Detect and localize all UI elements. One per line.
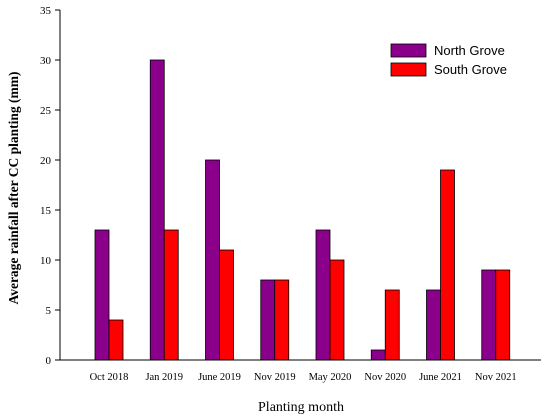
bar-north-grove [315,229,331,361]
x-tick-label: Nov 2021 [475,372,517,383]
x-tick-label: Jan 2019 [145,372,183,383]
x-tick-label: Nov 2019 [254,372,296,383]
bar-south-grove [274,279,290,361]
legend: North Grove South Grove [390,43,507,77]
y-tick-label: 25 [40,105,52,117]
y-tick-label: 5 [46,305,52,317]
bar-north-grove [205,159,220,361]
legend-swatch [390,62,427,77]
y-tick-label: 15 [40,205,52,217]
bar-north-grove [481,269,497,361]
bar-north-grove [370,349,386,361]
x-tick-label: June 2019 [198,372,241,383]
x-axis-ticks: Oct 2018 Jan 2019 June 2019 Nov 2019 May 202… [90,372,517,383]
y-tick-label: 30 [40,55,52,67]
bar-south-grove [219,249,234,361]
bar-north-grove [426,289,441,361]
legend-label: North Grove [434,43,505,58]
x-tick-label: May 2020 [309,372,352,383]
bar-south-grove [108,319,124,361]
legend-label: South Grove [434,62,507,77]
bar-north-grove [94,229,110,361]
bars [94,59,511,361]
bar-south-grove [495,269,511,361]
bar-north-grove [149,59,165,361]
y-tick-label: 10 [40,255,52,267]
x-tick-label: Oct 2018 [90,372,129,383]
x-tick-label: Nov 2020 [364,372,406,383]
x-tick-label: June 2021 [419,372,462,383]
bar-south-grove [329,259,345,361]
bar-south-grove [384,289,400,361]
y-axis-title: Average rainfall after CC planting (mm) [6,71,21,304]
bar-north-grove [260,279,276,361]
bar-south-grove [440,169,455,361]
bar-south-grove [163,229,179,361]
x-axis-title: Planting month [258,400,344,415]
y-axis-ticks: 0 5 10 15 20 25 30 35 [40,5,60,367]
legend-swatch [390,43,427,58]
y-tick-label: 0 [46,355,52,367]
y-tick-label: 35 [40,5,52,17]
y-tick-label: 20 [40,155,52,167]
